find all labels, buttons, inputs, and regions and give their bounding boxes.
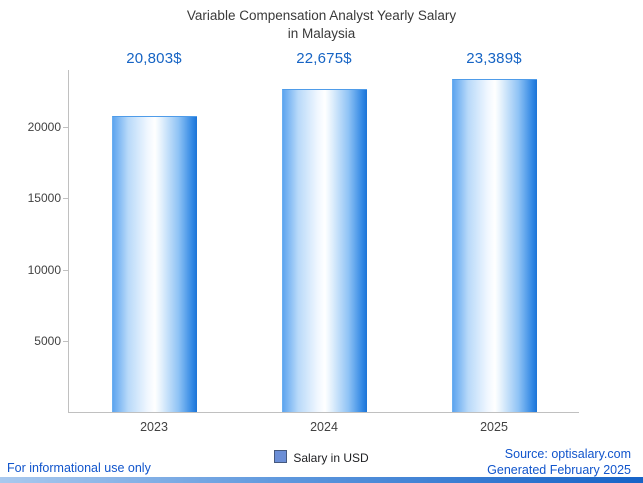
bottom-gradient-bar xyxy=(0,477,643,483)
y-tick-mark xyxy=(63,127,69,128)
plot-area: 5000 10000 15000 20000 20,803$ 2023 22,675$ 202… xyxy=(28,50,579,434)
x-tick-label: 2023 xyxy=(140,420,168,434)
y-tick-label: 5000 xyxy=(34,333,61,348)
footer-disclaimer: For informational use only xyxy=(7,461,151,475)
y-tick-mark xyxy=(63,269,69,271)
x-tick-label: 2025 xyxy=(480,420,508,434)
y-tick-mark xyxy=(63,340,69,342)
generated-date: Generated February 2025 xyxy=(487,463,631,478)
source-link[interactable]: Source: optisalary.com xyxy=(504,447,631,461)
y-tick-label: 15000 xyxy=(27,191,61,206)
chart-title-line2: in Malaysia xyxy=(287,25,356,41)
y-tick-mark xyxy=(63,198,69,200)
bar-value-label: 23,389$ xyxy=(466,50,522,67)
y-tick-label: 10000 xyxy=(27,262,61,277)
x-tick-label: 2024 xyxy=(310,420,338,434)
bar xyxy=(282,89,367,412)
legend: Salary in USD xyxy=(0,450,643,465)
bar-value-label: 20,803$ xyxy=(126,50,182,67)
bar xyxy=(112,116,197,412)
bar-value-label: 22,675$ xyxy=(296,50,352,67)
bar xyxy=(452,79,537,412)
chart-title: Variable Compensation Analyst Yearly Sal… xyxy=(0,7,643,43)
legend-swatch-icon xyxy=(274,450,288,463)
y-tick-label: 20000 xyxy=(27,120,61,134)
legend-label: Salary in USD xyxy=(293,451,369,465)
chart-title-line1: Variable Compensation Analyst Yearly Sal… xyxy=(186,8,457,23)
footer-source-block: Source: optisalary.com Generated Februar… xyxy=(487,446,631,479)
